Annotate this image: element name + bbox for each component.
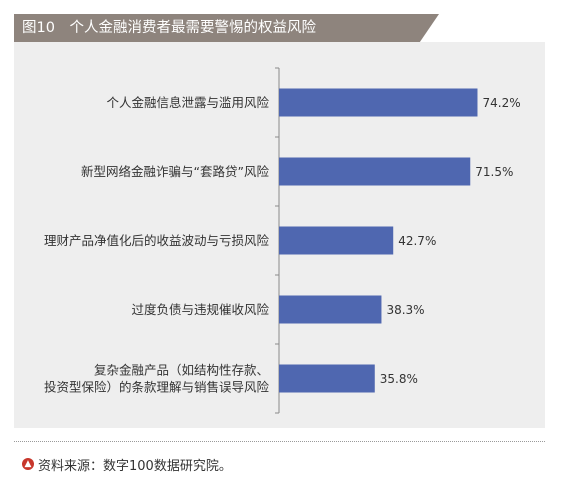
source-text: 资料来源：数字100数据研究院。	[38, 458, 232, 474]
category-label-2: 理财产品净值化后的收益波动与亏损风险	[44, 233, 270, 248]
chart-panel: 74.2% 个人金融信息泄露与滥用风险 71.5% 新型网络金融诈骗与“套路贷”风险 4…	[14, 42, 545, 428]
bar-1	[279, 157, 471, 186]
value-label-4: 35.8%	[380, 372, 418, 386]
category-label-0: 个人金融信息泄露与滥用风险	[106, 95, 269, 110]
footer-separator	[14, 441, 545, 442]
value-label-3: 38.3%	[386, 303, 424, 317]
title-bar: 图10 个人金融消费者最需要警惕的权益风险	[14, 14, 439, 42]
bar-chart: 74.2% 个人金融信息泄露与滥用风险 71.5% 新型网络金融诈骗与“套路贷”风险 4…	[44, 67, 521, 414]
bar-4	[279, 364, 375, 393]
category-label-4: 复杂金融产品（如结构性存款、投资型保险）的条款理解与销售误导风险	[44, 363, 270, 395]
chart-title: 图10 个人金融消费者最需要警惕的权益风险	[22, 20, 316, 36]
value-label-2: 42.7%	[398, 234, 436, 248]
value-label-1: 71.5%	[475, 165, 513, 179]
up-arrow-circle-icon: ▲	[22, 458, 34, 470]
bar-0	[279, 88, 478, 117]
bar-2	[279, 226, 394, 255]
bar-3	[279, 295, 382, 324]
category-label-3: 过度负债与违规催收风险	[131, 302, 269, 317]
source-note: ▲ 资料来源：数字100数据研究院。	[22, 455, 232, 474]
value-label-0: 74.2%	[482, 96, 520, 110]
category-label-1: 新型网络金融诈骗与“套路贷”风险	[81, 164, 269, 179]
